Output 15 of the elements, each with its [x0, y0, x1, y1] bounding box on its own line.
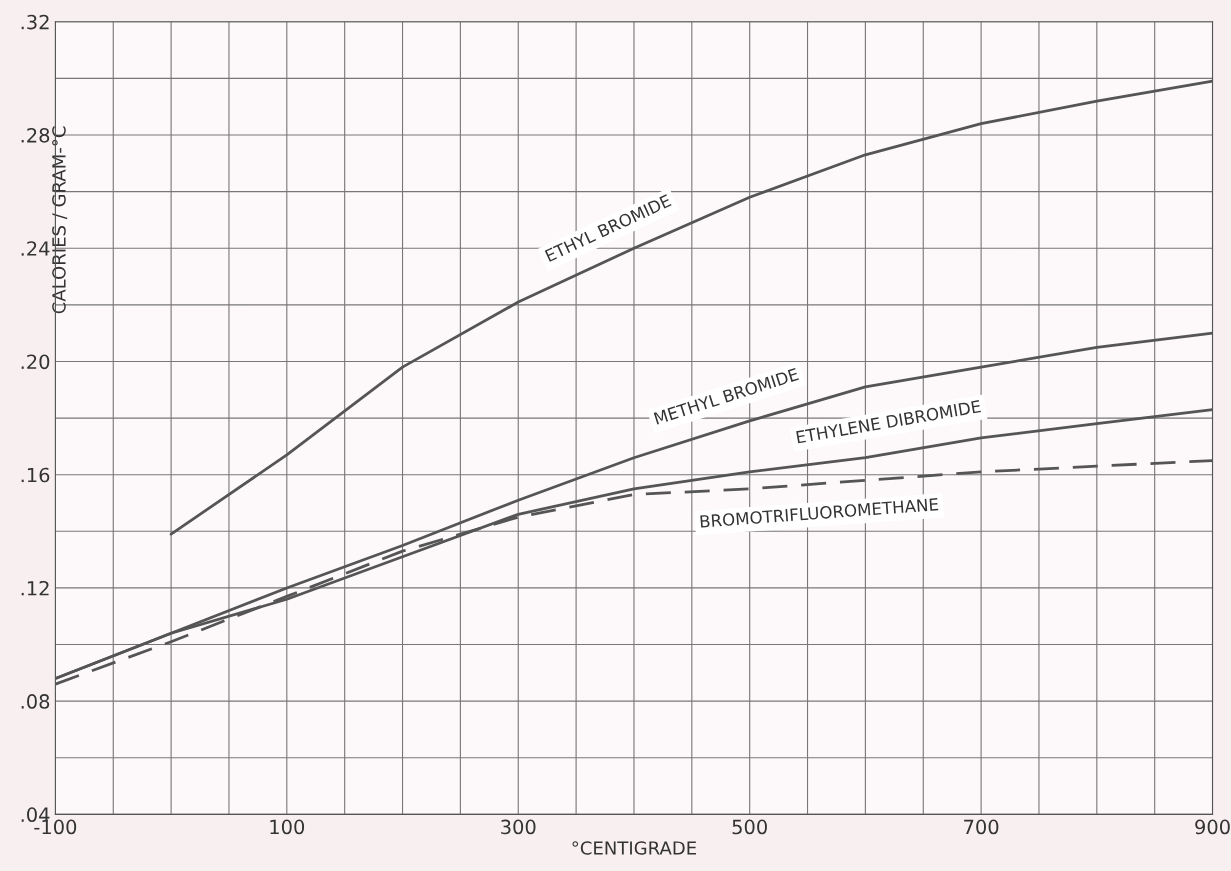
x-tick-label: 900 [1195, 819, 1230, 835]
y-axis-title: CALORIES / GRAM-°C [52, 126, 68, 314]
y-tick-label: .28 [21, 127, 50, 143]
y-tick-label: .24 [21, 241, 50, 256]
x-axis-title: °CENTIGRADE [572, 841, 696, 855]
x-tick-label: 500 [732, 819, 767, 835]
text: ETHYLENE DIBROMIDE [796, 399, 981, 444]
x-tick-label: 700 [964, 819, 999, 835]
y-tick-label: .08 [21, 694, 50, 709]
y-tick-label: .16 [21, 467, 50, 483]
x-tick-label: 100 [270, 819, 305, 835]
y-tick-label: .32 [21, 14, 49, 30]
x-tick-label: 300 [501, 819, 536, 835]
y-tick-label: .20 [21, 354, 50, 370]
y-tick-label: .12 [21, 580, 49, 596]
